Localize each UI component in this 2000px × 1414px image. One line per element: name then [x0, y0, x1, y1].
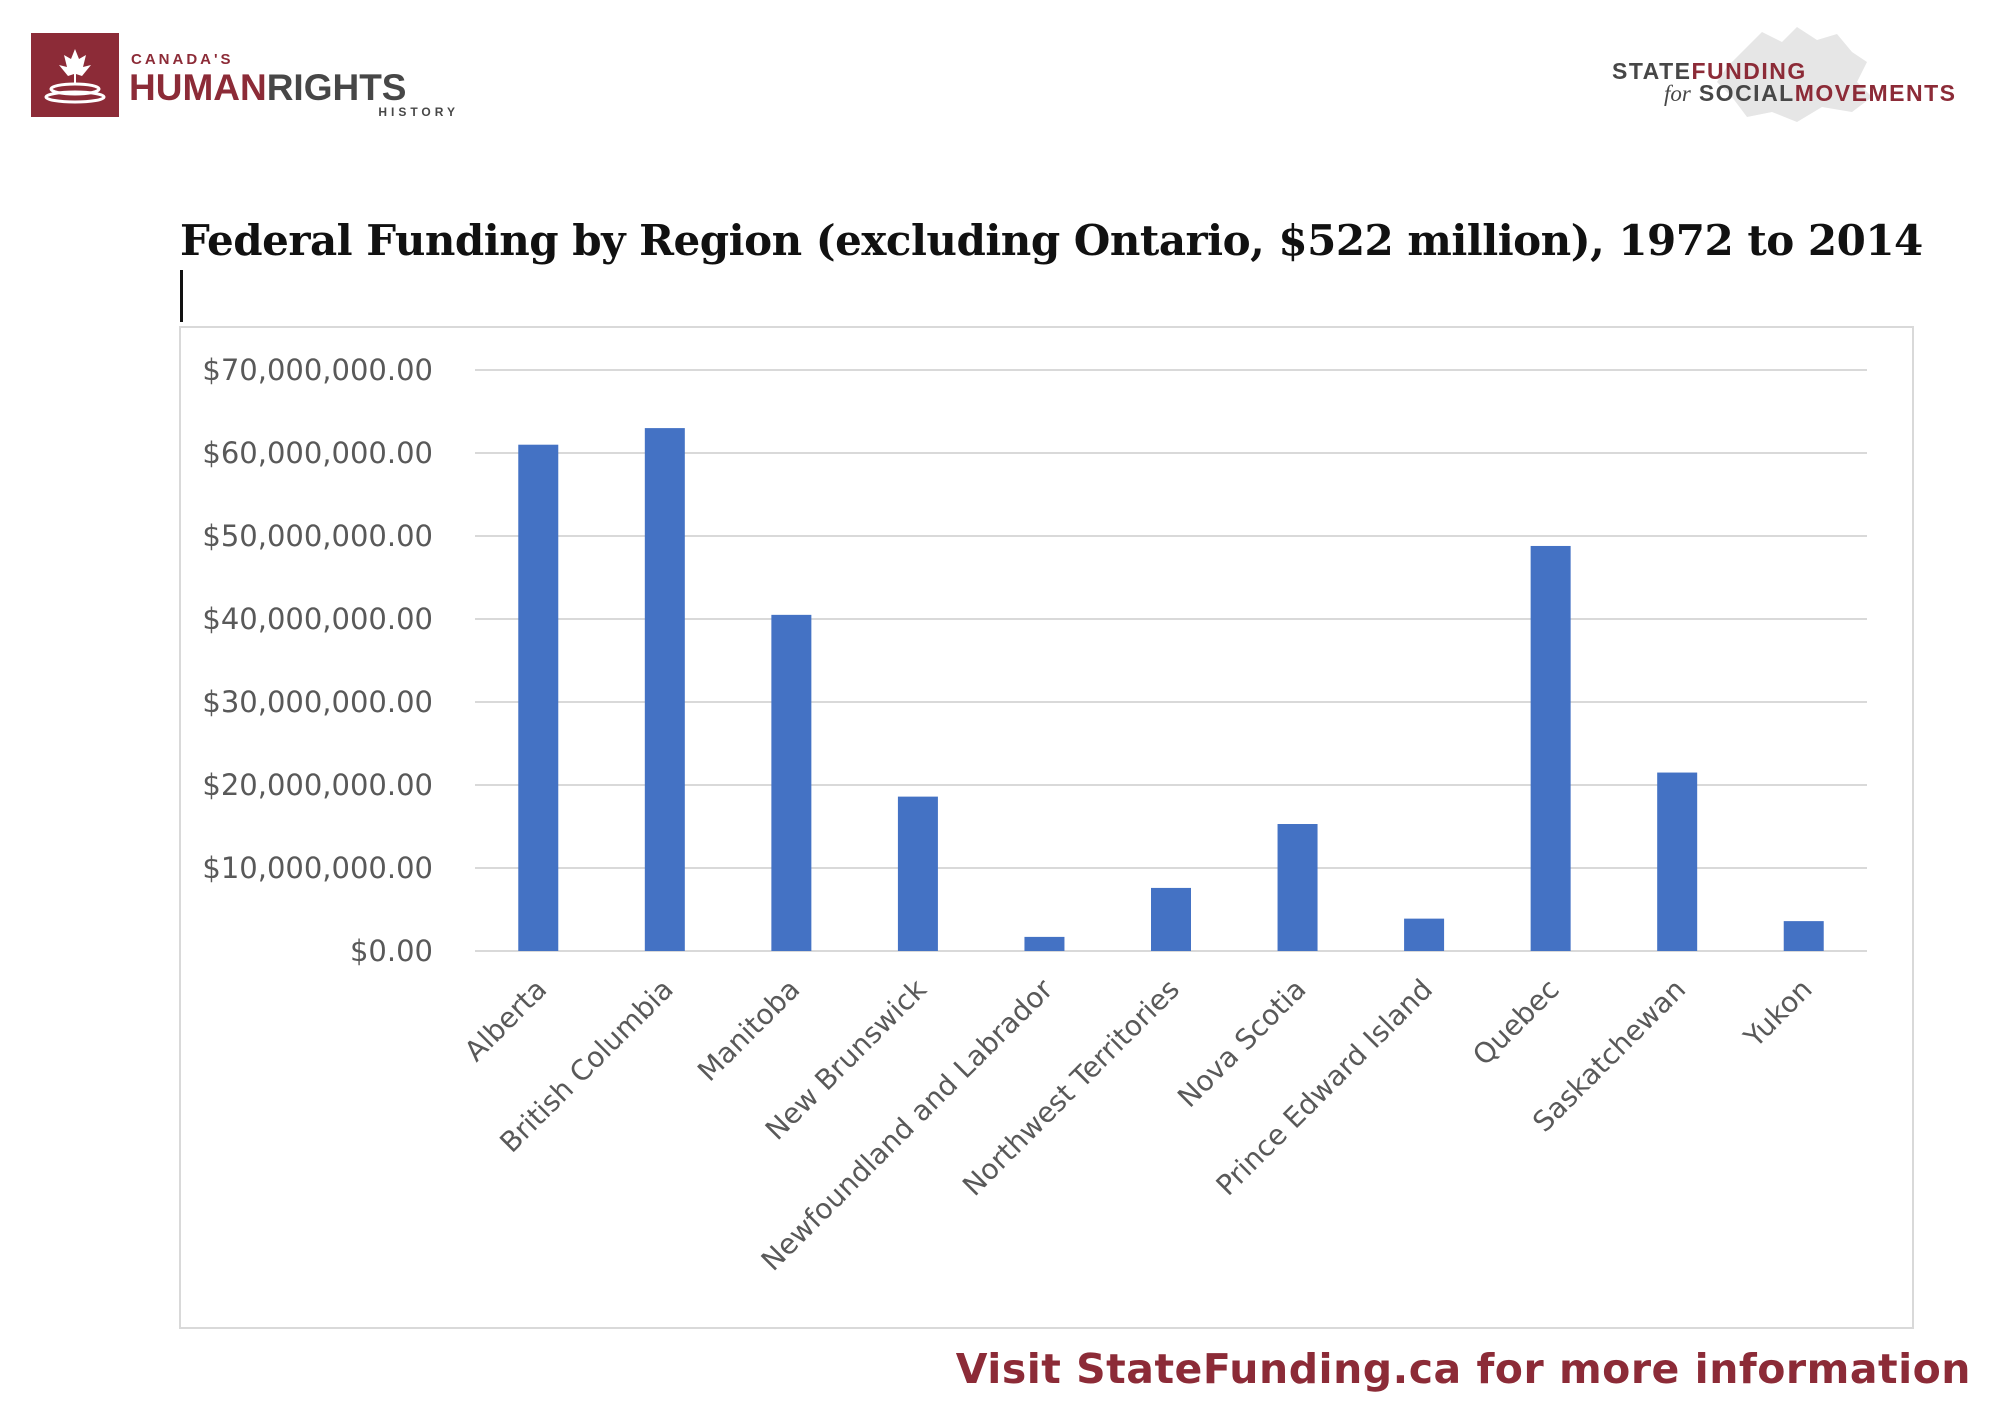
x-tick-label: Northwest Territories [956, 973, 1186, 1203]
y-tick-label: $60,000,000.00 [202, 436, 433, 470]
bar [644, 428, 685, 952]
y-tick-label: $40,000,000.00 [202, 602, 433, 636]
bar [1151, 887, 1191, 951]
y-tick-label: $0.00 [350, 934, 433, 968]
bar [1277, 824, 1318, 951]
logo-line-history: HISTORY [378, 105, 459, 119]
bar [1404, 918, 1445, 951]
y-tick-label: $50,000,000.00 [202, 519, 433, 553]
bar [1783, 921, 1824, 951]
logo-line-humanrights: HUMANRIGHTS [129, 67, 407, 108]
logo-line-canadas: CANADA'S [131, 51, 234, 68]
chart-area: $0.00 $10,000,000.00 $20,000,000.00 $30,000… [179, 326, 1914, 1329]
humanrights-history-wordmark: CANADA'S HUMANRIGHTS HISTORY [129, 33, 459, 119]
x-tick-label: Nova Scotia [1171, 973, 1312, 1114]
text-cursor [180, 270, 183, 322]
bar [1530, 545, 1571, 951]
y-tick-label: $20,000,000.00 [202, 768, 433, 802]
x-tick-label: Alberta [458, 973, 553, 1068]
x-tick-label: Yukon [1737, 973, 1819, 1055]
chart-title: Federal Funding by Region (excluding Ont… [180, 216, 1923, 265]
humanrights-history-logo[interactable]: CANADA'S HUMANRIGHTS HISTORY [31, 33, 459, 119]
logo-line-statefunding: STATEFUNDING [1612, 58, 1807, 84]
x-tick-label: Quebec [1466, 973, 1565, 1072]
bar-chart: $0.00 $10,000,000.00 $20,000,000.00 $30,000… [202, 353, 1867, 1277]
x-tick-label: Manitoba [691, 973, 806, 1088]
y-tick-label: $70,000,000.00 [202, 353, 433, 387]
maple-leaf-fountain-icon [31, 33, 119, 117]
bar [1657, 772, 1698, 951]
bar [518, 444, 559, 951]
bar [1024, 936, 1065, 951]
bar [771, 614, 812, 951]
logo-line-social-movements: for SOCIALMOVEMENTS [1664, 80, 1957, 106]
x-tick-label: Prince Edward Island [1210, 973, 1439, 1202]
y-tick-label: $10,000,000.00 [202, 851, 433, 885]
y-tick-label: $30,000,000.00 [202, 685, 433, 719]
canada-map-icon [1717, 27, 1872, 122]
footer-link[interactable]: Visit StateFunding.ca for more informati… [955, 1345, 1971, 1393]
statefunding-logo[interactable]: STATEFUNDING for SOCIALMOVEMENTS [1612, 22, 1972, 132]
bar [897, 796, 938, 951]
